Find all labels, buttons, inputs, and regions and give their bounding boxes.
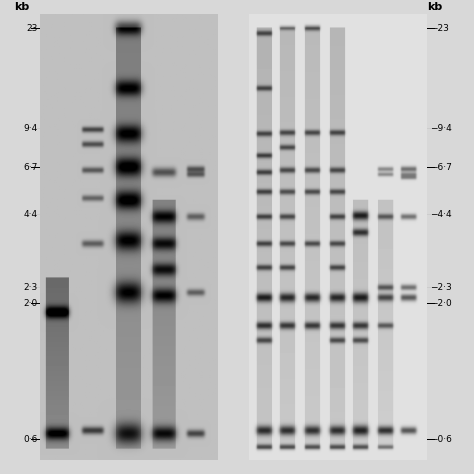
Text: −23: −23	[430, 24, 449, 33]
Text: −0·6: −0·6	[430, 435, 452, 444]
Text: −9·4: −9·4	[430, 125, 452, 134]
Text: kb: kb	[14, 2, 29, 12]
Text: 4·4: 4·4	[24, 210, 38, 219]
Text: −2·0: −2·0	[430, 299, 452, 308]
Text: 0·6: 0·6	[24, 435, 38, 444]
Text: 2·3: 2·3	[24, 283, 38, 292]
Text: 6·7: 6·7	[24, 163, 38, 172]
Text: −6·7: −6·7	[430, 163, 452, 172]
Text: 9·4: 9·4	[24, 125, 38, 134]
Text: −4·4: −4·4	[430, 210, 452, 219]
Text: kb: kb	[428, 2, 443, 12]
Text: 23: 23	[27, 24, 38, 33]
Text: −2·3: −2·3	[430, 283, 452, 292]
Text: 2·0: 2·0	[24, 299, 38, 308]
